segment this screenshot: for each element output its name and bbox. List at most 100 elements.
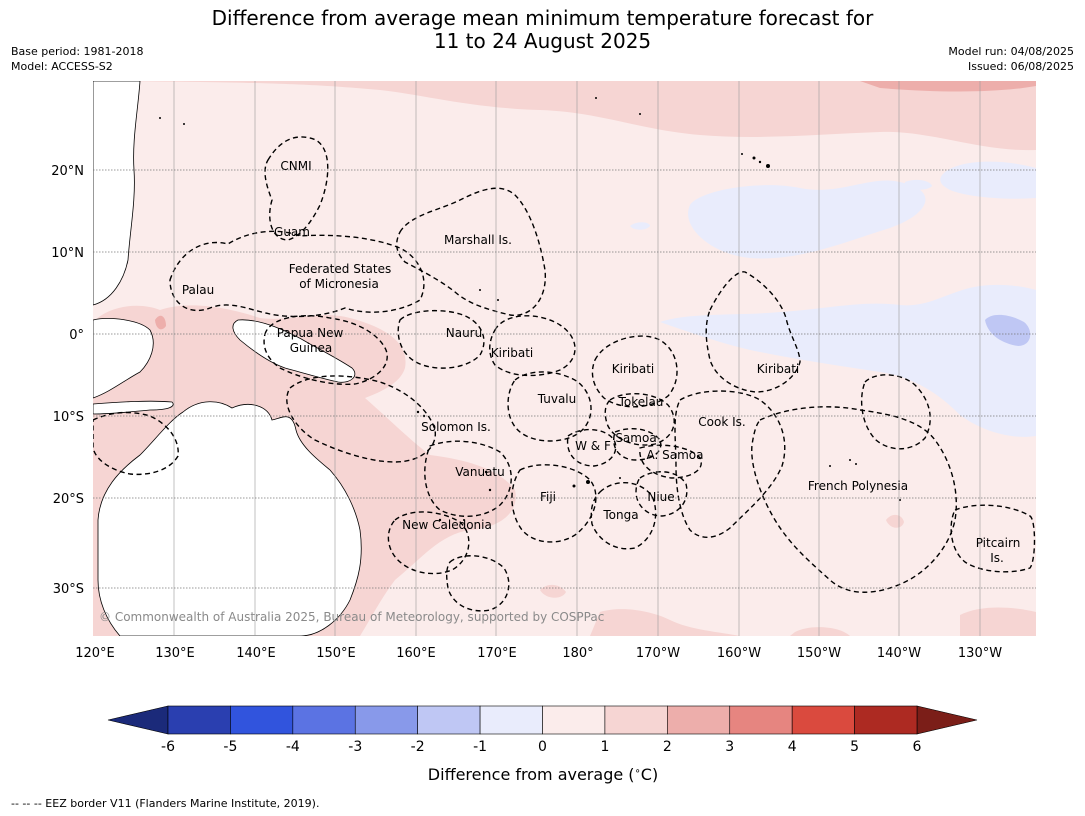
new-guinea-land <box>232 319 356 383</box>
eez-nauru <box>397 309 485 369</box>
colorbar-tick-label: 1 <box>600 739 609 755</box>
colorbar-tick-label: -1 <box>473 739 487 755</box>
cool-zone-east-core <box>985 314 1031 346</box>
colorbar-bin <box>354 705 418 735</box>
lat-label-20n: 20°N <box>51 164 84 179</box>
label-fsm-1: Federated States <box>289 262 391 276</box>
colorbar-bin <box>604 705 668 735</box>
label-marshall: Marshall Is. <box>444 233 512 247</box>
colorbar-tick-labels: -6 -5 -4 -3 -2 -1 0 1 2 3 4 5 6 <box>161 739 922 755</box>
label-fiji: Fiji <box>540 490 556 504</box>
base-period-text: Base period: 1981-2018 <box>11 45 144 58</box>
australia-land <box>97 401 362 636</box>
philippines-land <box>93 81 141 306</box>
eez-kiribati-gilbert <box>489 315 576 377</box>
colorbar-bin <box>791 705 855 735</box>
label-png-1: Papua New <box>277 326 344 340</box>
cool-zone-small <box>905 179 932 190</box>
lon-label-180: 180° <box>562 646 593 661</box>
eez-am-samoa <box>639 444 702 479</box>
colorbar-bin <box>167 705 231 735</box>
meta-left: Base period: 1981-2018 Model: ACCESS-S2 <box>11 44 143 74</box>
lon-labels: 120°E 130°E 140°E 150°E 160°E 170°E 180°… <box>75 646 1002 661</box>
lon-label-160e: 160°E <box>396 646 436 661</box>
label-solomon: Solomon Is. <box>421 420 491 434</box>
degree-symbol: ∘ <box>635 766 641 777</box>
cool-zone-northeast <box>940 161 1036 199</box>
lon-label-140w: 140°W <box>877 646 921 661</box>
eez-kiribati-line <box>705 271 801 393</box>
label-kiribati-central: Kiribati <box>612 362 654 376</box>
lon-label-150w: 150°W <box>797 646 841 661</box>
colorbar-over-arrow <box>916 705 978 735</box>
colorbar-bin <box>854 705 918 735</box>
colorbar-tick-label: 5 <box>850 739 859 755</box>
lon-label-130e: 130°E <box>155 646 195 661</box>
eez-wallis <box>566 429 617 467</box>
colorbar-bins <box>167 705 918 735</box>
eez-pitcairn <box>950 504 1036 573</box>
label-tonga: Tonga <box>602 508 638 522</box>
colorbar-tick-label: 0 <box>538 739 547 755</box>
eez-cnmi <box>264 136 329 241</box>
colorbar-under-arrow <box>107 705 169 735</box>
label-kiribati-west: Kiribati <box>491 346 533 360</box>
eez-timor <box>93 411 179 476</box>
eez-tonga <box>590 481 657 550</box>
map-title: Difference from average mean minimum tem… <box>0 7 1085 53</box>
label-samoa: Samoa <box>615 431 656 445</box>
eez-norfolk <box>445 555 510 612</box>
anomaly-field <box>93 81 1036 636</box>
graticule <box>173 81 981 636</box>
colorbar-tick-label: 4 <box>788 739 797 755</box>
lon-label-150e: 150°E <box>316 646 356 661</box>
island-dots <box>159 97 901 522</box>
lat-graticule <box>93 169 1036 589</box>
label-new-caledonia: New Caledonia <box>402 518 492 532</box>
eez-samoa <box>613 428 662 461</box>
cool-zone-east <box>660 284 1036 437</box>
lon-label-120e: 120°E <box>75 646 115 661</box>
eez-cook <box>674 390 786 538</box>
label-kiribati-east: Kiribati <box>757 362 799 376</box>
label-french-polynesia: French Polynesia <box>808 479 908 493</box>
colorbar-tick-label: 3 <box>725 739 734 755</box>
eez-kiribati-phoenix <box>591 335 678 408</box>
eez-marshall <box>396 187 546 316</box>
label-am-samoa: A. Samoa <box>647 448 704 462</box>
eez-french-polynesia <box>751 406 957 593</box>
colorbar-bin <box>292 705 356 735</box>
colorbar-bin <box>667 705 731 735</box>
label-pitcairn-2: Is. <box>990 551 1004 565</box>
colorbar-unit-text: C) <box>641 765 658 784</box>
eez-vanuatu <box>424 440 512 518</box>
eez-borders <box>93 136 1036 612</box>
warm-zone-spot <box>155 315 166 330</box>
lon-label-170e: 170°E <box>477 646 517 661</box>
label-guam: Guam <box>274 225 310 239</box>
eez-solomon <box>286 375 436 463</box>
eez-tokelau <box>604 392 675 446</box>
label-wf: W & F <box>575 439 611 453</box>
label-nauru: Nauru <box>446 326 482 340</box>
copyright-text: © Commonwealth of Australia 2025, Bureau… <box>99 610 604 624</box>
colorbar-bin <box>542 705 606 735</box>
label-pitcairn-1: Pitcairn <box>976 536 1021 550</box>
eez-new-caledonia <box>387 511 470 575</box>
colorbar-tick-label: 6 <box>913 739 922 755</box>
lon-label-160w: 160°W <box>717 646 761 661</box>
lat-label-20s: 20°S <box>53 492 84 507</box>
lat-label-10n: 10°N <box>51 246 84 261</box>
model-run-text: Model run: 04/08/2025 <box>948 45 1074 58</box>
warm-zone-south-2 <box>790 627 850 636</box>
lat-label-10s: 10°S <box>53 410 84 425</box>
eez-png <box>263 315 388 386</box>
colorbar-bin <box>417 705 481 735</box>
lat-label-30s: 30°S <box>53 582 84 597</box>
label-fsm-2: of Micronesia <box>299 277 379 291</box>
borneo-sulawesi-land <box>93 318 154 399</box>
lesser-sunda-land <box>93 400 174 415</box>
model-text: Model: ACCESS-S2 <box>11 60 113 73</box>
label-cnmi: CNMI <box>280 159 311 173</box>
anomaly-zone-north <box>93 81 1036 151</box>
